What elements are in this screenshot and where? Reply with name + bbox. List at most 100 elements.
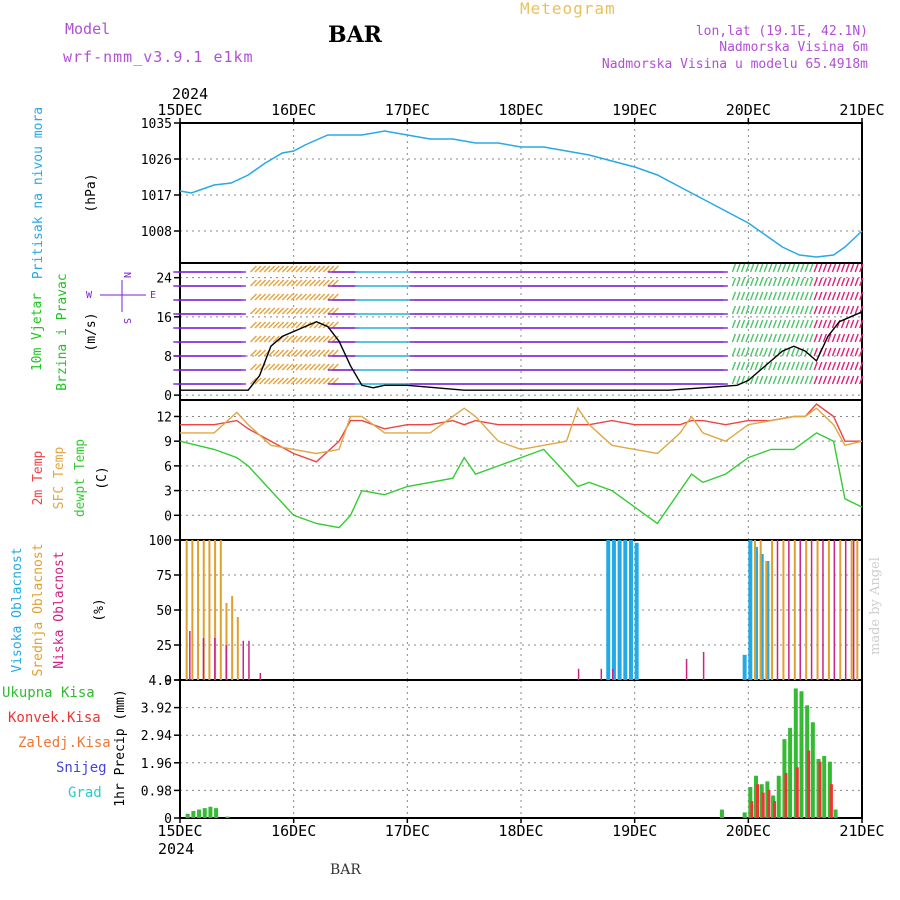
wind-arrow	[749, 263, 755, 273]
wind-arrow	[859, 277, 864, 287]
wind-arrow	[818, 263, 823, 273]
cloud-bar	[191, 540, 194, 680]
wind-arrow	[259, 279, 267, 287]
wind-arrow	[268, 377, 276, 385]
wind-arrow	[277, 377, 285, 385]
wind-arrow	[813, 305, 818, 315]
wind-speed-line	[180, 311, 863, 391]
wind-arrow	[731, 305, 737, 315]
wind-arrow	[759, 305, 764, 315]
cloud-bar	[214, 540, 217, 680]
y-tick-label: 75	[156, 569, 172, 584]
wind-arrow	[799, 347, 805, 357]
precip-legend-label: Grad	[68, 785, 102, 801]
wind-arrow	[731, 333, 737, 343]
wind-arrow	[254, 335, 262, 343]
wind-arrow	[754, 375, 759, 385]
year-label-bottom: 2024	[158, 840, 194, 858]
wind-arrow	[277, 279, 285, 287]
y-tick-label: 50	[156, 604, 172, 619]
precip-bar	[214, 808, 219, 818]
wind-arrow	[331, 265, 339, 273]
wind-arrow	[277, 363, 285, 371]
cloud-bar	[771, 540, 774, 680]
wind-arrow	[795, 277, 800, 287]
wind-arrow	[763, 291, 768, 301]
wind-arrow	[259, 377, 267, 385]
wind-arrow	[322, 293, 330, 301]
wind-arrow	[322, 363, 330, 371]
wind-arrow	[263, 363, 271, 371]
panel-frame	[179, 122, 863, 264]
wind-arrow	[295, 279, 303, 287]
wind-arrow	[277, 335, 285, 343]
wind-arrow	[763, 375, 768, 385]
wind-arrow	[772, 277, 777, 287]
wind-arrow	[804, 291, 809, 301]
precip-bar	[185, 813, 190, 818]
wind-arrow	[836, 375, 841, 385]
wind-arrow	[309, 293, 317, 301]
wind-arrow	[831, 263, 837, 273]
wind-arrow	[309, 377, 317, 385]
wind-arrow	[736, 305, 741, 315]
wind-arrow	[809, 319, 814, 329]
wind-arrow	[327, 377, 335, 385]
precip-legend-label: Ukupna Kisa	[2, 685, 95, 701]
wind-arrow	[277, 293, 285, 301]
wind-arrow	[281, 377, 289, 385]
y-tick-label: 3	[164, 485, 172, 500]
wind-arrow	[299, 363, 307, 371]
wind-arrow	[318, 349, 326, 357]
wind-arrow	[286, 377, 294, 385]
wind-arrow	[840, 347, 846, 357]
precip-legend-label: Zaledj.Kisa	[18, 735, 111, 751]
wind-arrow	[286, 307, 294, 315]
sfctemp-label: SFC Temp	[52, 447, 67, 510]
wind-arrow	[272, 363, 280, 371]
wind-arrow	[268, 363, 276, 371]
wind-arrow	[290, 321, 298, 329]
wind-arrow	[286, 265, 294, 273]
wind-arrow	[763, 347, 768, 357]
wind-arrow	[304, 293, 312, 301]
wind-arrow	[745, 305, 750, 315]
wind-arrow	[790, 305, 796, 315]
wind-arrow	[836, 305, 841, 315]
wind-arrow	[827, 263, 832, 273]
wind-arrow	[795, 263, 800, 273]
wind-arrow	[254, 293, 262, 301]
wind-arrow	[845, 319, 850, 329]
wind-arrow	[295, 265, 303, 273]
wind-arrow	[272, 377, 280, 385]
wind-arrow	[263, 377, 271, 385]
wind-arrow	[827, 277, 832, 287]
wind-arrow	[259, 335, 267, 343]
y-tick-label: 1035	[141, 117, 172, 132]
model-elevation: Nadmorska Visina u modelu 65.4918m	[601, 57, 868, 72]
wind-arrow	[809, 305, 814, 315]
wind-arrow	[836, 277, 841, 287]
cloud-bar	[759, 540, 762, 680]
wind-arrow	[295, 293, 303, 301]
cloud-bar	[810, 540, 813, 680]
wind-arrow	[799, 333, 805, 343]
wind-arrow	[327, 307, 335, 315]
wind-arrow	[259, 293, 267, 301]
cloud-bar	[617, 540, 622, 680]
wind-arrow	[822, 263, 828, 273]
wind-arrow	[772, 291, 777, 301]
wind-arrow	[299, 349, 307, 357]
wind-arrow	[759, 277, 764, 287]
year-label-top: 2024	[172, 85, 208, 103]
wind-arrow	[259, 349, 267, 357]
wind-arrow	[309, 349, 317, 357]
wind-arrow	[786, 333, 791, 343]
temperature-line	[180, 406, 863, 455]
cloud-bar	[231, 596, 234, 680]
precip-bar	[191, 810, 196, 818]
wind-arrow	[859, 347, 864, 357]
wind-arrow	[804, 375, 809, 385]
wind-arrow	[318, 363, 326, 371]
wind-arrow	[845, 347, 850, 357]
